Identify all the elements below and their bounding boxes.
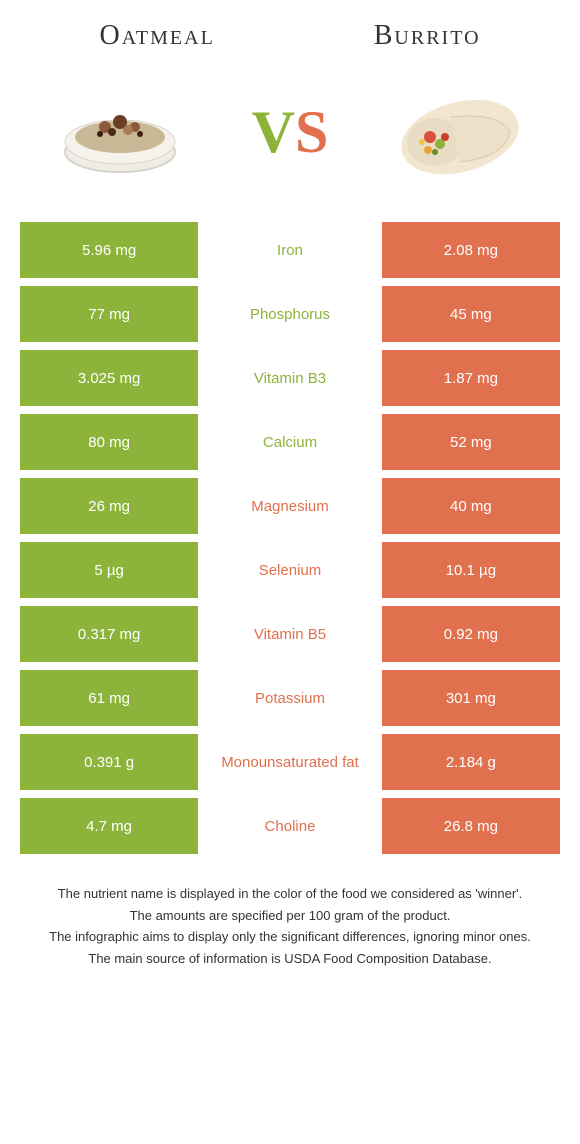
footnote: The nutrient name is displayed in the co… [30, 884, 550, 904]
right-value: 0.92 mg [382, 606, 560, 662]
table-row: 4.7 mgCholine26.8 mg [20, 798, 560, 854]
right-value: 1.87 mg [382, 350, 560, 406]
table-row: 80 mgCalcium52 mg [20, 414, 560, 470]
left-value: 26 mg [20, 478, 198, 534]
nutrient-table: 5.96 mgIron2.08 mg 77 mgPhosphorus45 mg 3.… [20, 222, 560, 854]
right-value: 45 mg [382, 286, 560, 342]
nutrient-label: Phosphorus [198, 286, 382, 342]
right-value: 26.8 mg [382, 798, 560, 854]
table-row: 3.025 mgVitamin B31.87 mg [20, 350, 560, 406]
table-row: 0.317 mgVitamin B50.92 mg [20, 606, 560, 662]
nutrient-label: Magnesium [198, 478, 382, 534]
nutrient-label: Potassium [198, 670, 382, 726]
table-row: 61 mgPotassium301 mg [20, 670, 560, 726]
vs-label: VS [252, 98, 329, 167]
right-value: 2.184 g [382, 734, 560, 790]
left-value: 4.7 mg [20, 798, 198, 854]
left-value: 0.317 mg [20, 606, 198, 662]
footnote: The infographic aims to display only the… [30, 927, 550, 947]
nutrient-label: Monounsaturated fat [198, 734, 382, 790]
right-value: 301 mg [382, 670, 560, 726]
burrito-image [390, 82, 530, 182]
left-value: 5 µg [20, 542, 198, 598]
nutrient-label: Choline [198, 798, 382, 854]
vs-v: V [252, 98, 295, 167]
left-value: 80 mg [20, 414, 198, 470]
right-value: 2.08 mg [382, 222, 560, 278]
left-value: 0.391 g [20, 734, 198, 790]
left-value: 5.96 mg [20, 222, 198, 278]
table-row: 5 µgSelenium10.1 µg [20, 542, 560, 598]
oatmeal-image [50, 82, 190, 182]
header: Oatmeal Burrito [20, 20, 560, 52]
right-value: 52 mg [382, 414, 560, 470]
right-value: 40 mg [382, 478, 560, 534]
nutrient-label: Vitamin B3 [198, 350, 382, 406]
footnotes: The nutrient name is displayed in the co… [20, 884, 560, 968]
right-food-title: Burrito [374, 20, 481, 52]
table-row: 26 mgMagnesium40 mg [20, 478, 560, 534]
left-value: 77 mg [20, 286, 198, 342]
left-food-title: Oatmeal [99, 20, 214, 52]
vs-s: S [295, 98, 328, 167]
footnote: The main source of information is USDA F… [30, 949, 550, 969]
table-row: 77 mgPhosphorus45 mg [20, 286, 560, 342]
footnote: The amounts are specified per 100 gram o… [30, 906, 550, 926]
right-value: 10.1 µg [382, 542, 560, 598]
left-value: 61 mg [20, 670, 198, 726]
nutrient-label: Iron [198, 222, 382, 278]
nutrient-label: Vitamin B5 [198, 606, 382, 662]
images-row: VS [20, 82, 560, 182]
nutrient-label: Selenium [198, 542, 382, 598]
nutrient-label: Calcium [198, 414, 382, 470]
left-value: 3.025 mg [20, 350, 198, 406]
table-row: 0.391 gMonounsaturated fat2.184 g [20, 734, 560, 790]
table-row: 5.96 mgIron2.08 mg [20, 222, 560, 278]
